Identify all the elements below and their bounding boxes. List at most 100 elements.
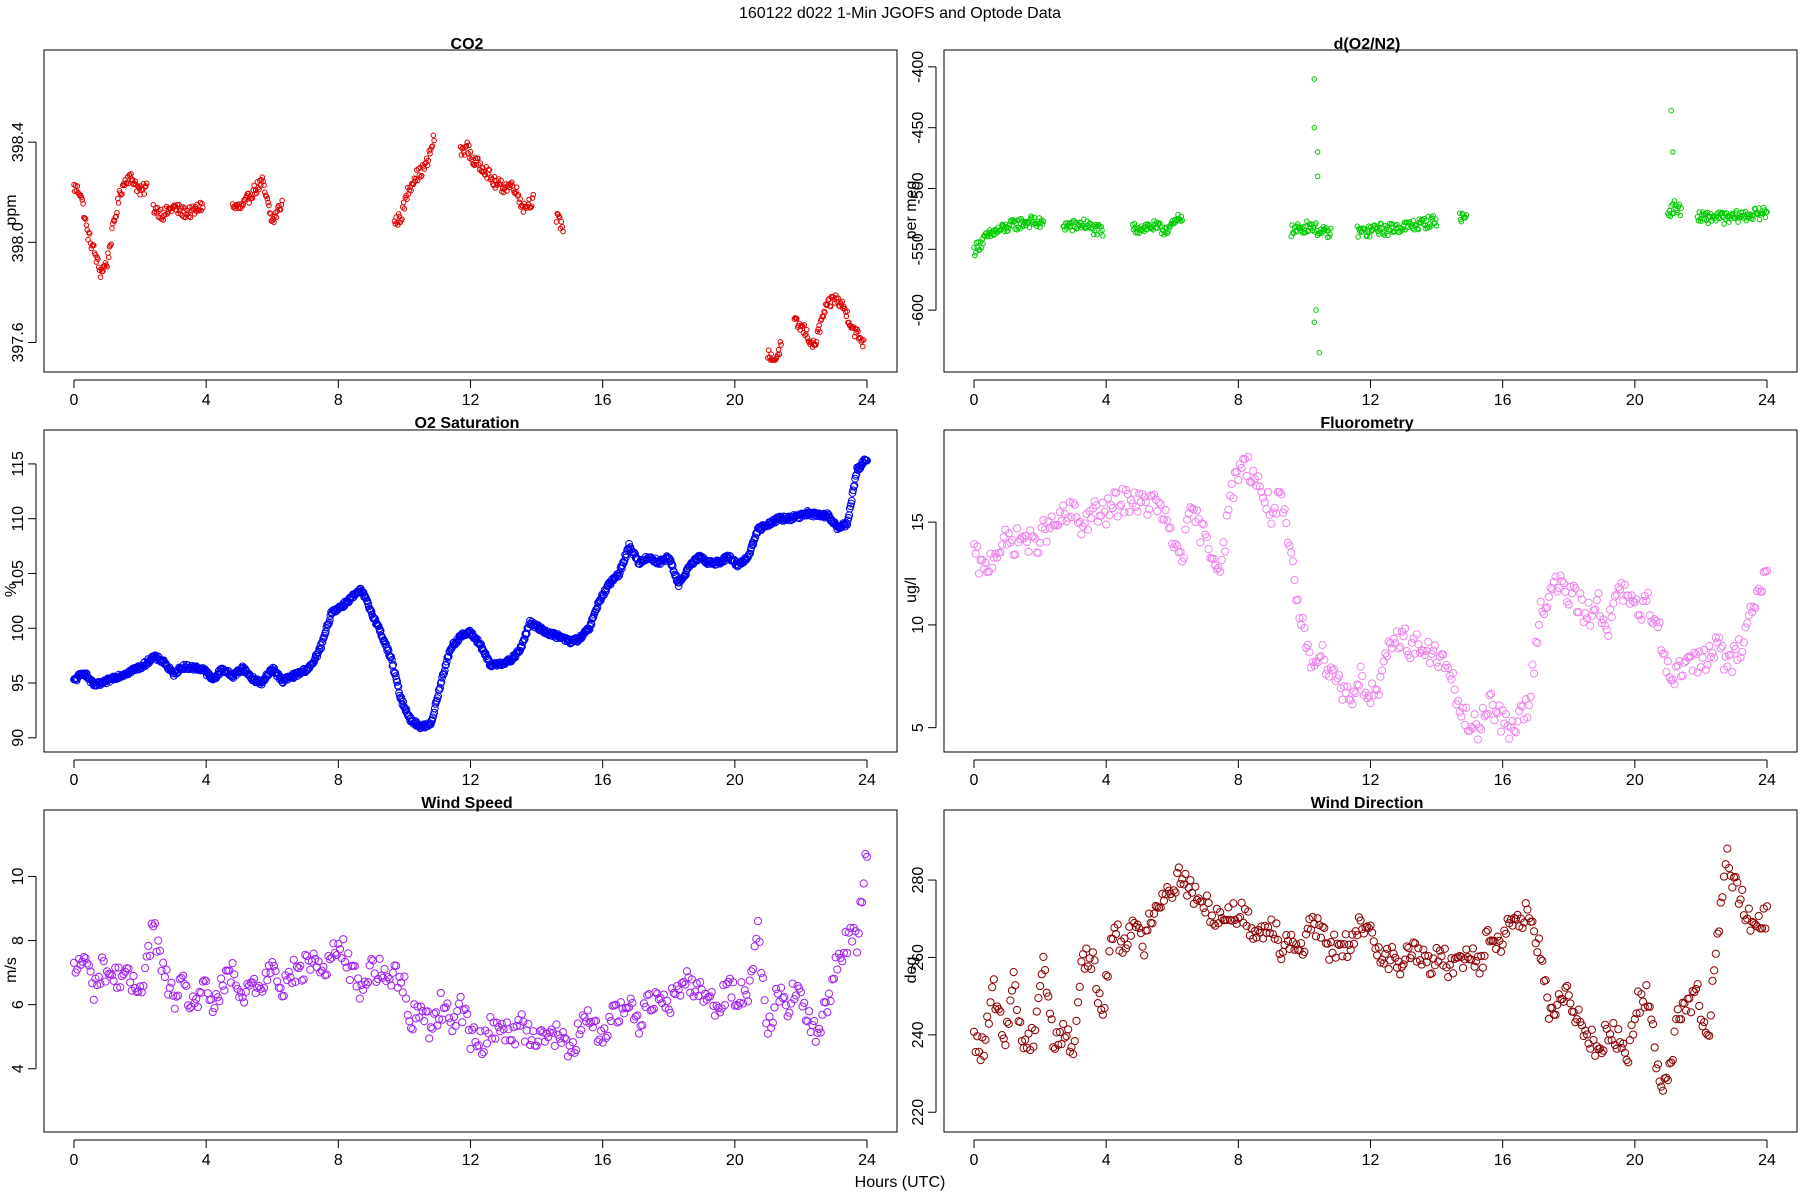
- winddir-point: [1045, 1009, 1055, 1018]
- winddir-point: [1716, 898, 1725, 907]
- o2sat-point: [399, 697, 407, 706]
- winddir-point: [1029, 1042, 1038, 1051]
- do2n2-point: [980, 241, 986, 247]
- fluor-point: [1217, 555, 1226, 565]
- o2sat-point: [387, 656, 396, 664]
- windspeed-point: [659, 990, 668, 999]
- windspeed-point: [213, 993, 222, 1002]
- winddir-point: [1402, 942, 1411, 951]
- winddir-point: [1300, 947, 1309, 957]
- fluor-point: [1738, 647, 1747, 657]
- windspeed-point: [562, 1035, 571, 1044]
- fluor-data-points: [969, 452, 1772, 744]
- co2-point: [431, 137, 437, 144]
- do2n2-y-tick-label: -450: [910, 112, 927, 144]
- winddir-point: [1381, 949, 1390, 958]
- winddir-point: [1035, 981, 1045, 991]
- winddir-point: [1320, 923, 1329, 933]
- windspeed-point: [611, 1000, 620, 1009]
- winddir-point: [1614, 1025, 1623, 1034]
- winddir-point: [1014, 1017, 1023, 1026]
- windspeed-point: [520, 1037, 530, 1046]
- winddir-point: [1587, 1025, 1596, 1034]
- winddir-point: [1663, 1076, 1672, 1085]
- do2n2-point: [1376, 226, 1383, 232]
- windspeed-point: [431, 1008, 440, 1017]
- co2-point: [425, 157, 432, 164]
- winddir-point: [1551, 1010, 1560, 1019]
- fluor-y-tick-label: 10: [910, 616, 927, 634]
- windspeed-point: [811, 1037, 820, 1046]
- windspeed-point: [329, 939, 338, 948]
- windspeed-point: [114, 963, 123, 972]
- fluor-point: [1125, 507, 1134, 516]
- winddir-point: [1392, 963, 1402, 972]
- fluor-point: [1320, 655, 1329, 664]
- co2-point: [91, 242, 97, 249]
- winddir-point: [1032, 1007, 1041, 1016]
- do2n2-point: [1098, 223, 1105, 230]
- co2-point: [466, 142, 472, 149]
- co2-point: [813, 339, 820, 345]
- co2-point: [232, 205, 238, 212]
- windspeed-point: [150, 919, 160, 928]
- winddir-point: [1183, 891, 1192, 900]
- do2n2-point: [1428, 223, 1434, 229]
- fluor-point: [1591, 605, 1600, 614]
- winddir-point: [1422, 958, 1431, 967]
- winddir-point: [1263, 923, 1273, 932]
- fluor-point: [1746, 602, 1755, 611]
- windspeed-point: [258, 987, 267, 996]
- winddir-point: [1073, 998, 1083, 1007]
- windspeed-point: [707, 988, 716, 997]
- windspeed-point: [682, 967, 692, 976]
- fluor-point: [1358, 671, 1367, 681]
- windspeed-point: [79, 952, 89, 962]
- fluor-point: [1343, 682, 1352, 691]
- fluor-point: [1115, 502, 1124, 511]
- winddir-data-points: [969, 844, 1772, 1095]
- fluor-point: [1257, 487, 1266, 497]
- do2n2-point: [1414, 225, 1421, 232]
- fluor-point: [1133, 507, 1142, 516]
- windspeed-point: [106, 970, 115, 979]
- windspeed-point: [529, 1027, 538, 1036]
- winddir-point: [1313, 914, 1322, 923]
- fluor-point: [1444, 663, 1453, 673]
- fluor-point: [1551, 572, 1560, 581]
- fluor-point: [997, 540, 1007, 549]
- windspeed-point: [714, 1003, 723, 1013]
- windspeed-point: [319, 962, 328, 971]
- do2n2-point: [1756, 216, 1763, 223]
- winddir-point: [1744, 904, 1753, 913]
- do2n2-point: [1394, 221, 1400, 228]
- windspeed-point: [504, 1025, 513, 1034]
- co2-point: [143, 180, 150, 187]
- o2sat-point: [437, 678, 446, 687]
- fluor-point: [1655, 618, 1664, 627]
- co2-panel-title: CO2: [451, 36, 484, 53]
- windspeed-point: [511, 1040, 520, 1049]
- co2-point: [273, 214, 280, 221]
- fluor-point: [1708, 648, 1717, 657]
- co2-point: [841, 303, 847, 310]
- o2sat-y-tick-label: 115: [10, 451, 27, 477]
- winddir-point: [1349, 939, 1359, 948]
- winddir-point: [1705, 1031, 1714, 1040]
- winddir-point: [1341, 930, 1350, 939]
- windspeed-point: [344, 949, 353, 958]
- do2n2-point: [1355, 234, 1361, 240]
- windspeed-point: [435, 1015, 444, 1024]
- fluor-point: [1181, 525, 1190, 534]
- fluor-point: [1354, 681, 1364, 690]
- winddir-point: [1103, 972, 1112, 981]
- winddir-point: [1283, 936, 1292, 946]
- o2sat-point: [779, 517, 787, 525]
- windspeed-point: [101, 977, 110, 986]
- o2sat-point: [628, 547, 637, 556]
- do2n2-x-tick-label: 0: [970, 392, 979, 409]
- fluor-point: [1546, 583, 1555, 592]
- winddir-point: [1054, 1040, 1063, 1049]
- fluor-point: [1222, 511, 1231, 520]
- winddir-point: [1657, 1082, 1666, 1091]
